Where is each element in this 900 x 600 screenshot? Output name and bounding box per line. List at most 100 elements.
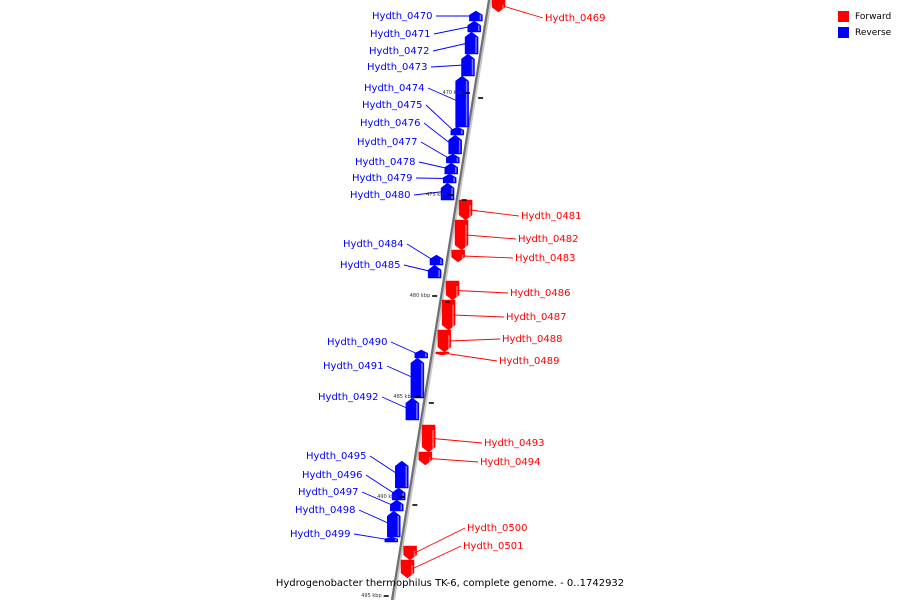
ruler-label: 475 kbp xyxy=(426,192,446,198)
gene-label-Hydth_0471: Hydth_0471 xyxy=(370,29,431,40)
gene-label-Hydth_0477: Hydth_0477 xyxy=(357,137,418,148)
ruler-label: 495 kbp xyxy=(361,593,381,599)
leader-Hydth_0477 xyxy=(420,141,450,159)
Hydth_0495-gene xyxy=(395,460,409,489)
genome-caption: Hydrogenobacter thermophilus TK-6, compl… xyxy=(275,578,625,589)
gene-label-Hydth_0501: Hydth_0501 xyxy=(463,541,524,552)
leader-Hydth_0473 xyxy=(430,64,465,68)
leader-Hydth_0495 xyxy=(369,455,399,475)
gene-label-Hydth_0496: Hydth_0496 xyxy=(302,470,363,481)
gene-label-Hydth_0485: Hydth_0485 xyxy=(340,260,401,271)
leader-Hydth_0480 xyxy=(413,191,445,196)
leader-Hydth_0475 xyxy=(425,104,455,132)
gene-label-Hydth_0482: Hydth_0482 xyxy=(518,234,579,245)
leader-Hydth_0494 xyxy=(429,458,479,463)
leader-Hydth_0499 xyxy=(353,533,388,540)
Hydth_0499-gene xyxy=(384,536,399,543)
Hydth_0488-gene xyxy=(437,329,452,353)
gene-label-Hydth_0473: Hydth_0473 xyxy=(367,62,428,73)
leader-Hydth_0484 xyxy=(406,243,434,261)
Hydth_0475-gene xyxy=(450,126,465,136)
Hydth_0490-gene xyxy=(414,349,429,359)
Hydth_0477-gene xyxy=(446,153,460,164)
leader-Hydth_0496 xyxy=(365,474,396,495)
ruler-label: 485 kbp xyxy=(393,394,413,400)
leader-Hydth_0489 xyxy=(446,353,498,362)
gene-label-Hydth_0486: Hydth_0486 xyxy=(510,288,571,299)
leader-Hydth_0487 xyxy=(453,314,505,318)
gene-label-Hydth_0480: Hydth_0480 xyxy=(350,190,411,201)
Hydth_0481-gene xyxy=(458,199,473,221)
Hydth_0484-gene xyxy=(429,254,444,266)
reverse-swatch xyxy=(838,27,849,38)
Hydth_0491-gene xyxy=(410,357,425,399)
gene-label-Hydth_0476: Hydth_0476 xyxy=(360,118,421,129)
gene-label-Hydth_0489: Hydth_0489 xyxy=(499,356,560,367)
gene-label-Hydth_0472: Hydth_0472 xyxy=(369,46,430,57)
leader-Hydth_0474 xyxy=(427,87,459,102)
Hydth_0473-gene xyxy=(461,53,475,77)
legend-forward-label: Forward xyxy=(855,11,892,22)
Hydth_0474-gene xyxy=(455,75,469,128)
gene-label-Hydth_0500: Hydth_0500 xyxy=(467,523,528,534)
Hydth_0497-gene xyxy=(390,499,404,512)
gene-label-Hydth_0475: Hydth_0475 xyxy=(362,100,423,111)
leader-Hydth_0490 xyxy=(390,341,418,355)
leader-Hydth_0500 xyxy=(414,527,466,554)
Hydth_0489-gene xyxy=(435,351,450,356)
legend-reverse-label: Reverse xyxy=(855,27,892,38)
forward-swatch xyxy=(838,11,849,22)
leader-Hydth_0486 xyxy=(457,290,509,294)
leader-Hydth_0488 xyxy=(448,338,501,342)
gene-label-Hydth_0497: Hydth_0497 xyxy=(298,487,359,498)
leader-Hydth_0483 xyxy=(462,255,514,259)
legend-reverse: Reverse xyxy=(838,25,898,40)
ruler-label: 480 kbp xyxy=(410,293,430,299)
gene-label-Hydth_0483: Hydth_0483 xyxy=(515,253,576,264)
Hydth_0493-gene xyxy=(421,424,436,453)
Hydth_0472-gene xyxy=(464,31,479,55)
Hydth_0498-gene xyxy=(387,510,401,538)
gene-label-Hydth_0499: Hydth_0499 xyxy=(290,529,351,540)
Hydth_0487-gene xyxy=(441,299,456,331)
leader-Hydth_0501 xyxy=(411,545,462,570)
leader-Hydth_0471 xyxy=(433,26,471,35)
Hydth_0500-gene xyxy=(403,545,417,561)
legend: Forward Reverse xyxy=(838,9,898,41)
leader-Hydth_0485 xyxy=(403,264,432,272)
gene-label-Hydth_0498: Hydth_0498 xyxy=(295,505,356,516)
leader-Hydth_0479 xyxy=(415,177,447,179)
Hydth_0486-gene xyxy=(445,280,460,301)
Hydth_0494-gene xyxy=(418,451,433,466)
gene-label-Hydth_0470: Hydth_0470 xyxy=(372,11,433,22)
gene-label-Hydth_0490: Hydth_0490 xyxy=(327,337,388,348)
genome-axis xyxy=(390,0,491,600)
leader-Hydth_0478 xyxy=(418,161,448,169)
gene-label-Hydth_0481: Hydth_0481 xyxy=(521,211,582,222)
legend-forward: Forward xyxy=(838,9,898,24)
Hydth_0470-gene xyxy=(469,10,483,22)
leader-Hydth_0498 xyxy=(358,509,391,525)
gene-label-Hydth_0474: Hydth_0474 xyxy=(364,83,425,94)
gene-label-Hydth_0487: Hydth_0487 xyxy=(506,312,567,323)
Hydth_0483-gene xyxy=(451,249,465,263)
ruler-label: 490 kbp xyxy=(377,494,397,500)
gene-label-Hydth_0495: Hydth_0495 xyxy=(306,451,367,462)
gene-label-Hydth_0479: Hydth_0479 xyxy=(352,173,413,184)
leader-Hydth_0497 xyxy=(361,491,394,506)
leader-Hydth_0491 xyxy=(386,365,415,379)
Hydth_0492-gene xyxy=(405,397,420,421)
Hydth_0479-gene xyxy=(442,173,457,184)
Hydth_0482-gene xyxy=(454,219,469,251)
leader-Hydth_0482 xyxy=(465,234,517,240)
gene-label-Hydth_0491: Hydth_0491 xyxy=(323,361,384,372)
leader-Hydth_0476 xyxy=(423,122,452,145)
leader-Hydth_0472 xyxy=(432,42,469,52)
gene-label-Hydth_0492: Hydth_0492 xyxy=(318,392,379,403)
Hydth_0485-gene xyxy=(427,264,442,279)
Hydth_0501-gene xyxy=(400,559,415,579)
gene-label-Hydth_0488: Hydth_0488 xyxy=(502,334,563,345)
leader-Hydth_0493 xyxy=(433,438,483,444)
Hydth_0478-gene xyxy=(444,162,459,175)
